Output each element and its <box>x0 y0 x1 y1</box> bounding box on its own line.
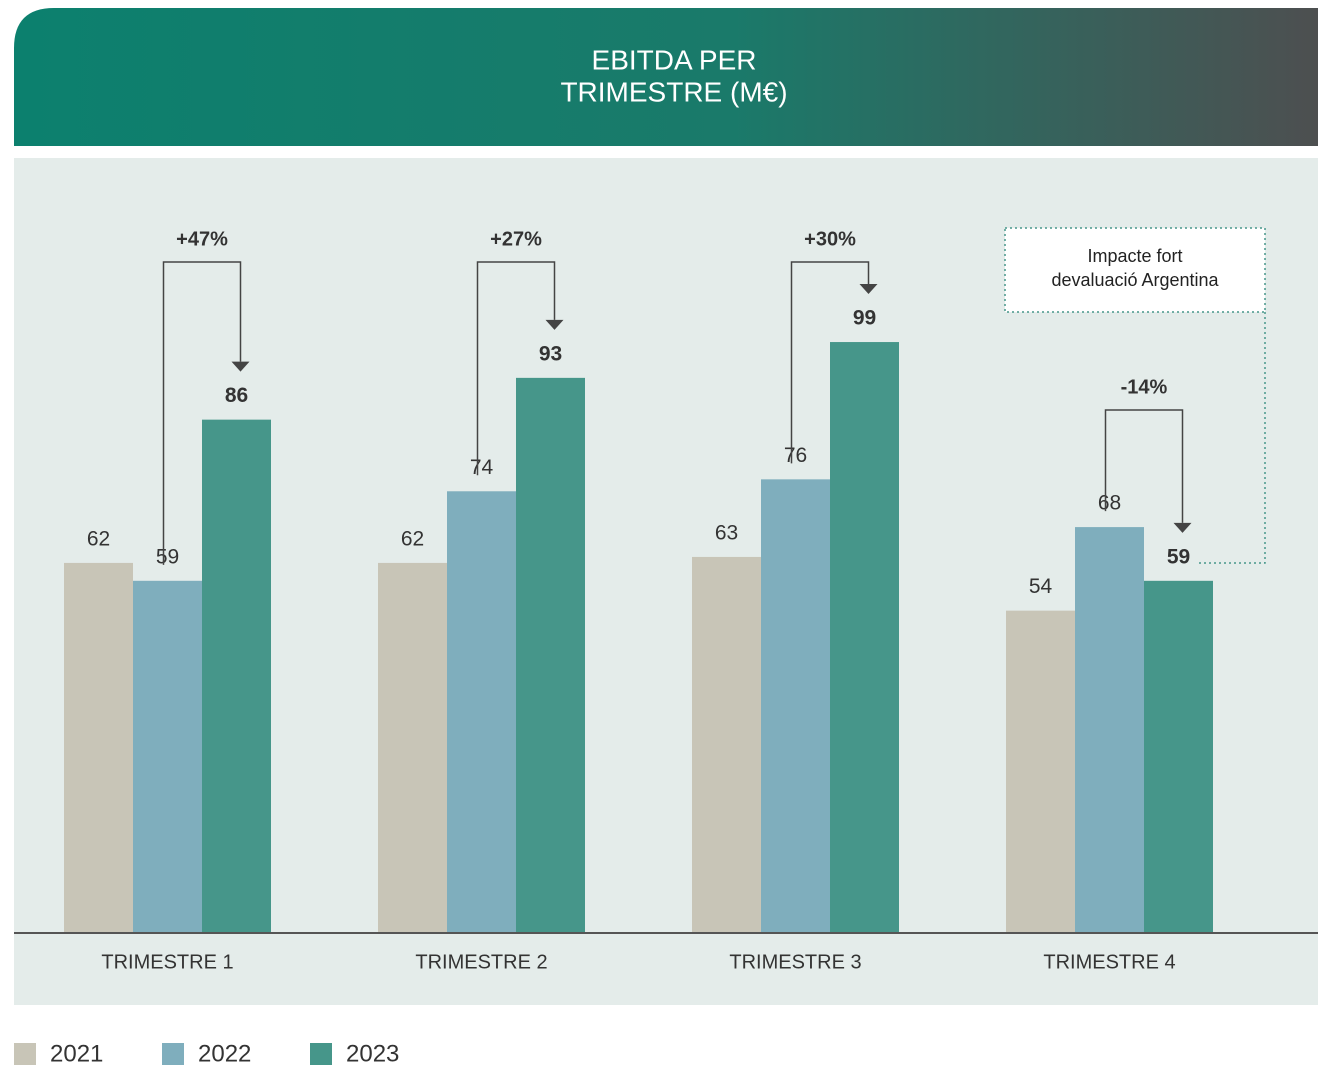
header <box>14 8 1318 146</box>
note-text: devaluació Argentina <box>1051 270 1219 290</box>
bar <box>378 562 447 933</box>
bar <box>692 556 761 933</box>
x-tick-label: TRIMESTRE 2 <box>415 951 547 973</box>
change-bracket <box>476 261 556 476</box>
change-bracket <box>1104 409 1184 523</box>
note-box <box>1004 227 1266 313</box>
bar <box>202 419 271 934</box>
data-label: 62 <box>401 527 424 550</box>
bar <box>1144 580 1213 933</box>
legend-swatch <box>162 1043 184 1065</box>
data-label: 99 <box>853 307 876 330</box>
bar <box>447 491 516 933</box>
data-label: 59 <box>156 545 179 568</box>
arrow-head <box>1173 522 1192 533</box>
legend-swatch <box>310 1043 332 1065</box>
data-label: 93 <box>539 342 562 365</box>
x-tick-label: TRIMESTRE 1 <box>101 951 233 973</box>
bar <box>1075 527 1144 933</box>
change-bracket <box>162 261 242 565</box>
data-label: 68 <box>1098 492 1121 515</box>
chart-title: EBITDA PER <box>592 44 757 75</box>
x-tick-label: TRIMESTRE 4 <box>1043 951 1175 973</box>
legend-swatch <box>14 1043 36 1065</box>
change-label: +30% <box>804 228 856 250</box>
data-label: 59 <box>1167 545 1190 568</box>
bar <box>64 562 133 933</box>
data-label: 76 <box>784 444 807 467</box>
change-bracket <box>790 261 870 464</box>
bar <box>1006 610 1075 933</box>
bar <box>761 479 830 933</box>
bar <box>516 377 585 933</box>
data-label: 63 <box>715 521 738 544</box>
note-leader <box>1198 312 1266 564</box>
data-label: 54 <box>1029 575 1053 598</box>
legend-label: 2022 <box>198 1040 251 1067</box>
data-label: 74 <box>470 456 494 479</box>
bar <box>830 342 899 933</box>
chart-title: TRIMESTRE (M€) <box>560 76 787 107</box>
change-label: -14% <box>1121 376 1168 398</box>
x-tick-label: TRIMESTRE 3 <box>729 951 861 973</box>
legend-label: 2021 <box>50 1040 103 1067</box>
data-label: 62 <box>87 527 110 550</box>
note-text: Impacte fort <box>1087 246 1182 266</box>
arrow-head <box>545 319 564 330</box>
arrow-head <box>231 361 250 372</box>
data-label: 86 <box>225 384 248 407</box>
bar <box>133 580 202 933</box>
legend-label: 2023 <box>346 1040 399 1067</box>
change-label: +47% <box>176 228 228 250</box>
arrow-head <box>859 284 878 295</box>
change-label: +27% <box>490 228 542 250</box>
